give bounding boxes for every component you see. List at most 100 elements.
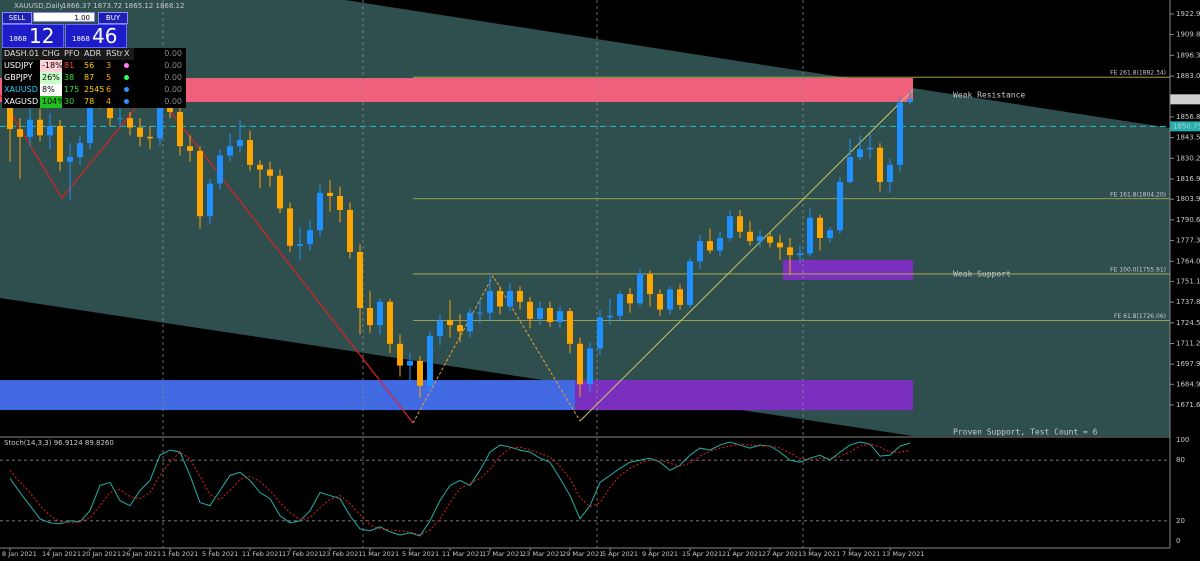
ask-small: 1868 [72, 35, 90, 43]
zone-label: Weak Support [953, 270, 1011, 279]
candle-body [497, 290, 503, 307]
candle-body [607, 315, 613, 318]
candle-body [847, 157, 853, 182]
candle-body [417, 360, 423, 386]
candle-body [147, 136, 153, 139]
dash-symbol: USDJPY [4, 61, 33, 70]
candle-body [247, 139, 253, 165]
levels [0, 76, 1170, 321]
dash-chg: 104% [40, 96, 65, 108]
level-label: FE 100.0(1755.91) [1110, 266, 1166, 273]
dash-symbol: XAUUSD [4, 85, 38, 94]
dash-header-cell: 0.00 [134, 48, 186, 60]
candle-body [487, 290, 493, 313]
x-tick-label: 20 Jan 2021 [82, 550, 121, 558]
y-tick-label: 1830.20 [1176, 154, 1200, 162]
candle-body [477, 312, 483, 314]
candle-body [67, 157, 73, 162]
candle-body [817, 217, 823, 238]
candle-body [717, 237, 723, 251]
candle-body [317, 192, 323, 231]
candle-body [567, 311, 573, 344]
dash-header-cell: CHG [42, 49, 60, 58]
dash-row: XAUUSD 8% 175 2545 6 0.00 [2, 84, 186, 96]
ask-price[interactable]: 1868 46 [65, 24, 127, 48]
candle-body [547, 308, 553, 323]
dashboard: DASH.01 CHG PFO ADR RStr X 0.00 USDJPY -18% 81 56 3… [2, 48, 186, 108]
candle-body [87, 94, 93, 144]
dash-row: XAGUSD 104% 30 78 4 0.00 [2, 96, 186, 108]
dash-adr: 56 [84, 61, 95, 70]
x-tick-label: 26 Jan 2021 [122, 550, 161, 558]
stochastic: 0 20 80 100 [0, 436, 1189, 545]
x-tick-label: 21 Apr 2021 [722, 550, 762, 558]
candle-body [757, 236, 763, 242]
dash-value: 0.00 [164, 73, 182, 82]
x-tick-label: 8 Jan 2021 [2, 550, 37, 558]
candle-body [537, 308, 543, 319]
candle-body [57, 125, 63, 162]
dash-adr: 78 [84, 97, 95, 106]
candle-body [77, 143, 83, 158]
stoch-tick-label: 0 [1176, 537, 1180, 545]
candle-body [37, 119, 43, 136]
candle-body [697, 241, 703, 262]
dash-header-cell: RStr [106, 49, 124, 58]
candle-body [777, 242, 783, 248]
zone-label: Weak Resistance [953, 91, 1025, 100]
x-tick-label: 17 Feb 2021 [282, 550, 322, 558]
candle-body [397, 343, 403, 366]
candle-body [807, 217, 813, 254]
x-tick-label: 1 Feb 2021 [162, 550, 198, 558]
candle-body [387, 301, 393, 344]
candle-body [657, 294, 663, 310]
bid-small: 1868 [9, 35, 27, 43]
symbol-header: XAUUSD,Daily [14, 2, 64, 10]
y-tick-label: 1922.95 [1176, 10, 1200, 18]
x-tick-label: 5 Feb 2021 [202, 550, 238, 558]
candle-body [597, 317, 603, 349]
zone [0, 78, 913, 102]
y-tick-label: 1803.95 [1176, 195, 1200, 203]
candle-body [637, 273, 643, 304]
bid-price[interactable]: 1868 12 [2, 24, 64, 48]
candle-body [457, 325, 463, 332]
candle-body [507, 290, 513, 307]
x-tick-label: 1 Mar 2021 [362, 550, 399, 558]
dash-dot-cell [122, 60, 134, 72]
dash-symbol: GBPJPY [4, 73, 33, 82]
channel [0, 0, 1170, 436]
level-label: FE 161.8(1804.20) [1110, 191, 1166, 198]
dash-dot-cell [122, 84, 134, 96]
dash-dot-cell [122, 72, 134, 84]
zone-label: Proven Support, Test Count = 6 [953, 428, 1098, 437]
candle-body [367, 308, 373, 326]
candle-body [357, 251, 363, 309]
candle-body [797, 253, 803, 256]
lot-input[interactable]: 1.00 [33, 12, 95, 22]
status-dot [124, 63, 129, 68]
y-tick-label: 1843.50 [1176, 134, 1200, 142]
stoch-tick-label: 100 [1176, 436, 1189, 444]
x-tick-label: 11 Feb 2021 [242, 550, 282, 558]
dash-rstr: 6 [106, 85, 112, 94]
dash-header-cell: X [124, 49, 130, 58]
y-tick-label: 1711.20 [1176, 339, 1200, 347]
trade-panel: SELL 1.00 BUY 1868 12 1868 46 [2, 12, 128, 48]
dash-pfo: 81 [64, 61, 75, 70]
dash-pfo: 30 [64, 97, 75, 106]
candle-body [887, 164, 893, 182]
y-tick-label: 1816.90 [1176, 175, 1200, 183]
candle-body [277, 175, 283, 209]
sell-button[interactable]: SELL [2, 12, 32, 24]
stoch-line [9, 441, 911, 537]
dash-value: 0.00 [164, 61, 182, 70]
candle-body [137, 127, 143, 137]
buy-button[interactable]: BUY [98, 12, 128, 24]
candle-body [787, 247, 793, 256]
candle-body [857, 149, 863, 158]
candle-body [907, 99, 913, 103]
y-tick-label: 1790.65 [1176, 216, 1200, 224]
dash-chg: -18% [40, 60, 63, 72]
candle-body [267, 169, 273, 176]
